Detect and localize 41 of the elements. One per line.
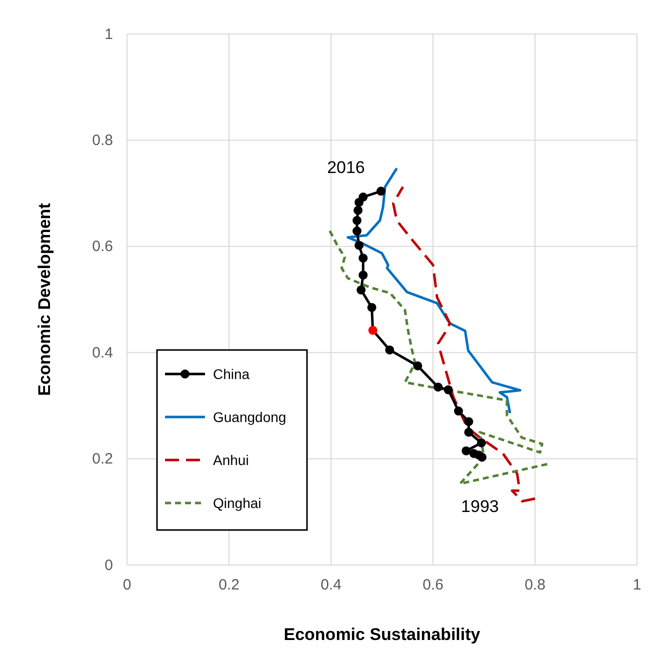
point	[476, 438, 486, 448]
point	[462, 446, 471, 456]
legend-label: Anhui	[213, 452, 249, 468]
point	[464, 428, 474, 437]
y-tick-label: 0.8	[92, 132, 113, 149]
x-tick-label: 0.6	[422, 576, 444, 594]
point	[376, 186, 386, 196]
point	[352, 216, 362, 225]
y-tick-label: 0.6	[92, 238, 113, 256]
point	[354, 240, 364, 250]
point	[469, 448, 478, 458]
point	[385, 345, 394, 354]
x-tick-label: 0.4	[320, 576, 342, 594]
point	[356, 285, 366, 294]
y-tick-label: 0.2	[92, 450, 113, 468]
x-tick-label: 1	[632, 576, 642, 594]
point	[454, 406, 463, 416]
point	[413, 361, 422, 370]
point	[358, 192, 368, 202]
point	[367, 302, 376, 312]
y-axis-title: Economic Development	[35, 202, 54, 396]
point	[434, 382, 443, 392]
legend-label: Guangdong	[213, 409, 286, 425]
point	[358, 270, 368, 280]
point	[464, 417, 474, 426]
point	[444, 385, 453, 394]
annotation: 2016	[327, 158, 365, 178]
annotation: 1993	[461, 497, 499, 516]
y-tick-label: 1	[104, 26, 113, 43]
point	[358, 254, 368, 263]
y-tick-label: 0.4	[92, 344, 113, 362]
point	[368, 326, 378, 335]
x-tick-label: 0	[122, 576, 132, 594]
point	[352, 226, 362, 236]
point	[354, 206, 363, 215]
x-axis-title: Economic Sustainability	[284, 625, 481, 644]
x-tick-label: 0.2	[218, 576, 240, 594]
legend-label: Qinghai	[213, 495, 262, 511]
x-tick-label: 0.8	[524, 576, 546, 594]
y-tick-label: 0	[104, 556, 113, 574]
legend-label: China	[213, 366, 250, 382]
